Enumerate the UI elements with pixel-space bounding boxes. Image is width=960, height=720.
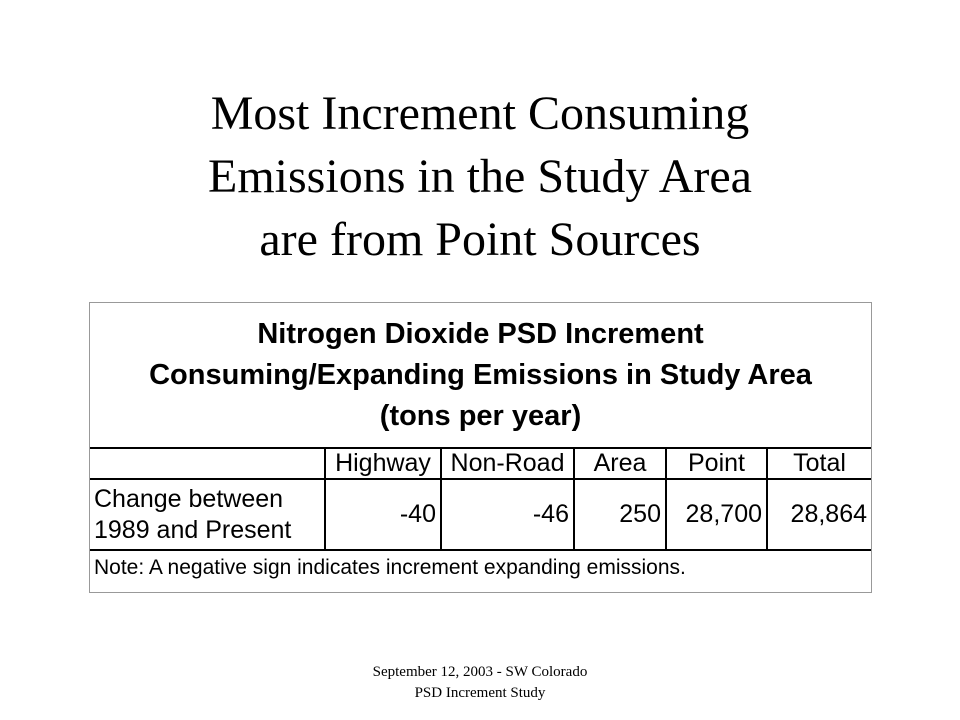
table-title: Nitrogen Dioxide PSD Increment Consuming… [90, 303, 872, 449]
footer-line: PSD Increment Study [414, 685, 546, 701]
table-title-line: Consuming/Expanding Emissions in Study A… [149, 358, 812, 391]
value-cell: 250 [573, 478, 667, 551]
data-row: Change between 1989 and Present -40 -46 25… [90, 478, 872, 551]
row-label: Change between 1989 and Present [90, 478, 326, 551]
table-note: Note: A negative sign indicates incremen… [90, 549, 872, 585]
column-header: Non-Road [440, 447, 575, 480]
slide-title: Most Increment Consuming Emissions in th… [0, 82, 960, 271]
table-title-line: (tons per year) [379, 399, 582, 432]
table-frame: Nitrogen Dioxide PSD Increment Consuming… [89, 302, 872, 593]
title-line: Most Increment Consuming [210, 87, 750, 140]
value-cell: -40 [324, 478, 442, 551]
row-label-line: Change between [94, 484, 284, 513]
header-cell [90, 447, 326, 480]
table-title-line: Nitrogen Dioxide PSD Increment [257, 317, 704, 350]
column-header: Total [765, 447, 872, 480]
value-cell: 28,700 [665, 478, 768, 551]
column-header: Area [573, 447, 667, 480]
title-line: Emissions in the Study Area [208, 150, 752, 203]
title-line: are from Point Sources [259, 213, 701, 266]
value-cell: 28,864 [765, 478, 872, 551]
row-label-line: 1989 and Present [94, 515, 292, 544]
footer: September 12, 2003 - SW Colorado PSD Inc… [0, 662, 960, 704]
emissions-table: Nitrogen Dioxide PSD Increment Consuming… [90, 303, 872, 585]
column-header: Highway [324, 447, 442, 480]
footer-line: September 12, 2003 - SW Colorado [372, 664, 588, 680]
value-cell: -46 [440, 478, 575, 551]
header-row: Highway Non-Road Area Point Total [90, 447, 872, 480]
column-header: Point [665, 447, 768, 480]
